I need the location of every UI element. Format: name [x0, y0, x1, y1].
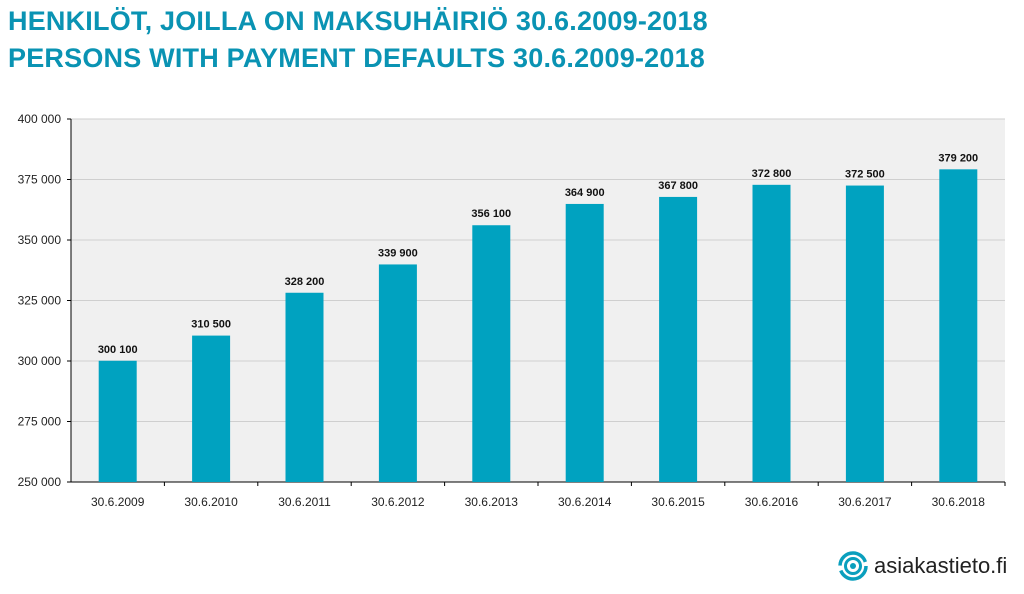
data-label: 364 900 — [565, 187, 605, 199]
x-tick-label: 30.6.2017 — [838, 495, 892, 509]
data-label: 372 500 — [845, 169, 885, 181]
y-tick-label: 325 000 — [18, 294, 62, 308]
bar — [939, 169, 978, 482]
title-finnish: HENKILÖT, JOILLA ON MAKSUHÄIRIÖ 30.6.200… — [8, 6, 708, 36]
y-tick-label: 375 000 — [18, 173, 62, 187]
x-tick-label: 30.6.2018 — [932, 495, 986, 509]
logo-text: asiakastieto.fi — [874, 553, 1008, 578]
bar — [378, 264, 417, 482]
x-tick-label: 30.6.2011 — [278, 495, 331, 509]
bar — [845, 185, 884, 483]
data-label: 379 200 — [938, 152, 978, 164]
data-label: 356 100 — [471, 208, 511, 220]
x-tick-label: 30.6.2015 — [651, 495, 705, 509]
bar — [752, 184, 791, 482]
bar — [98, 360, 137, 482]
y-tick-label: 350 000 — [18, 233, 62, 247]
x-tick-label: 30.6.2012 — [371, 495, 425, 509]
data-label: 367 800 — [658, 180, 698, 192]
logo-icon — [838, 551, 868, 581]
x-tick-label: 30.6.2010 — [184, 495, 238, 509]
x-tick-label: 30.6.2009 — [91, 495, 145, 509]
data-label: 372 800 — [752, 168, 792, 180]
y-tick-label: 300 000 — [18, 354, 62, 368]
bar — [565, 203, 604, 482]
bar — [285, 292, 324, 482]
title-english: PERSONS WITH PAYMENT DEFAULTS 30.6.2009-… — [8, 43, 706, 73]
data-label: 328 200 — [285, 276, 325, 288]
bar — [472, 225, 511, 482]
bar — [659, 196, 698, 482]
x-tick-label: 30.6.2013 — [465, 495, 519, 509]
data-label: 310 500 — [191, 319, 231, 331]
x-tick-label: 30.6.2016 — [745, 495, 799, 509]
bar — [192, 335, 231, 482]
data-label: 339 900 — [378, 247, 418, 259]
y-tick-label: 275 000 — [18, 415, 62, 429]
x-tick-label: 30.6.2014 — [558, 495, 612, 509]
y-tick-label: 250 000 — [18, 475, 62, 489]
y-tick-label: 400 000 — [18, 112, 62, 126]
asiakastieto-logo: asiakastieto.fi — [838, 551, 1007, 581]
data-label: 300 100 — [98, 344, 138, 356]
